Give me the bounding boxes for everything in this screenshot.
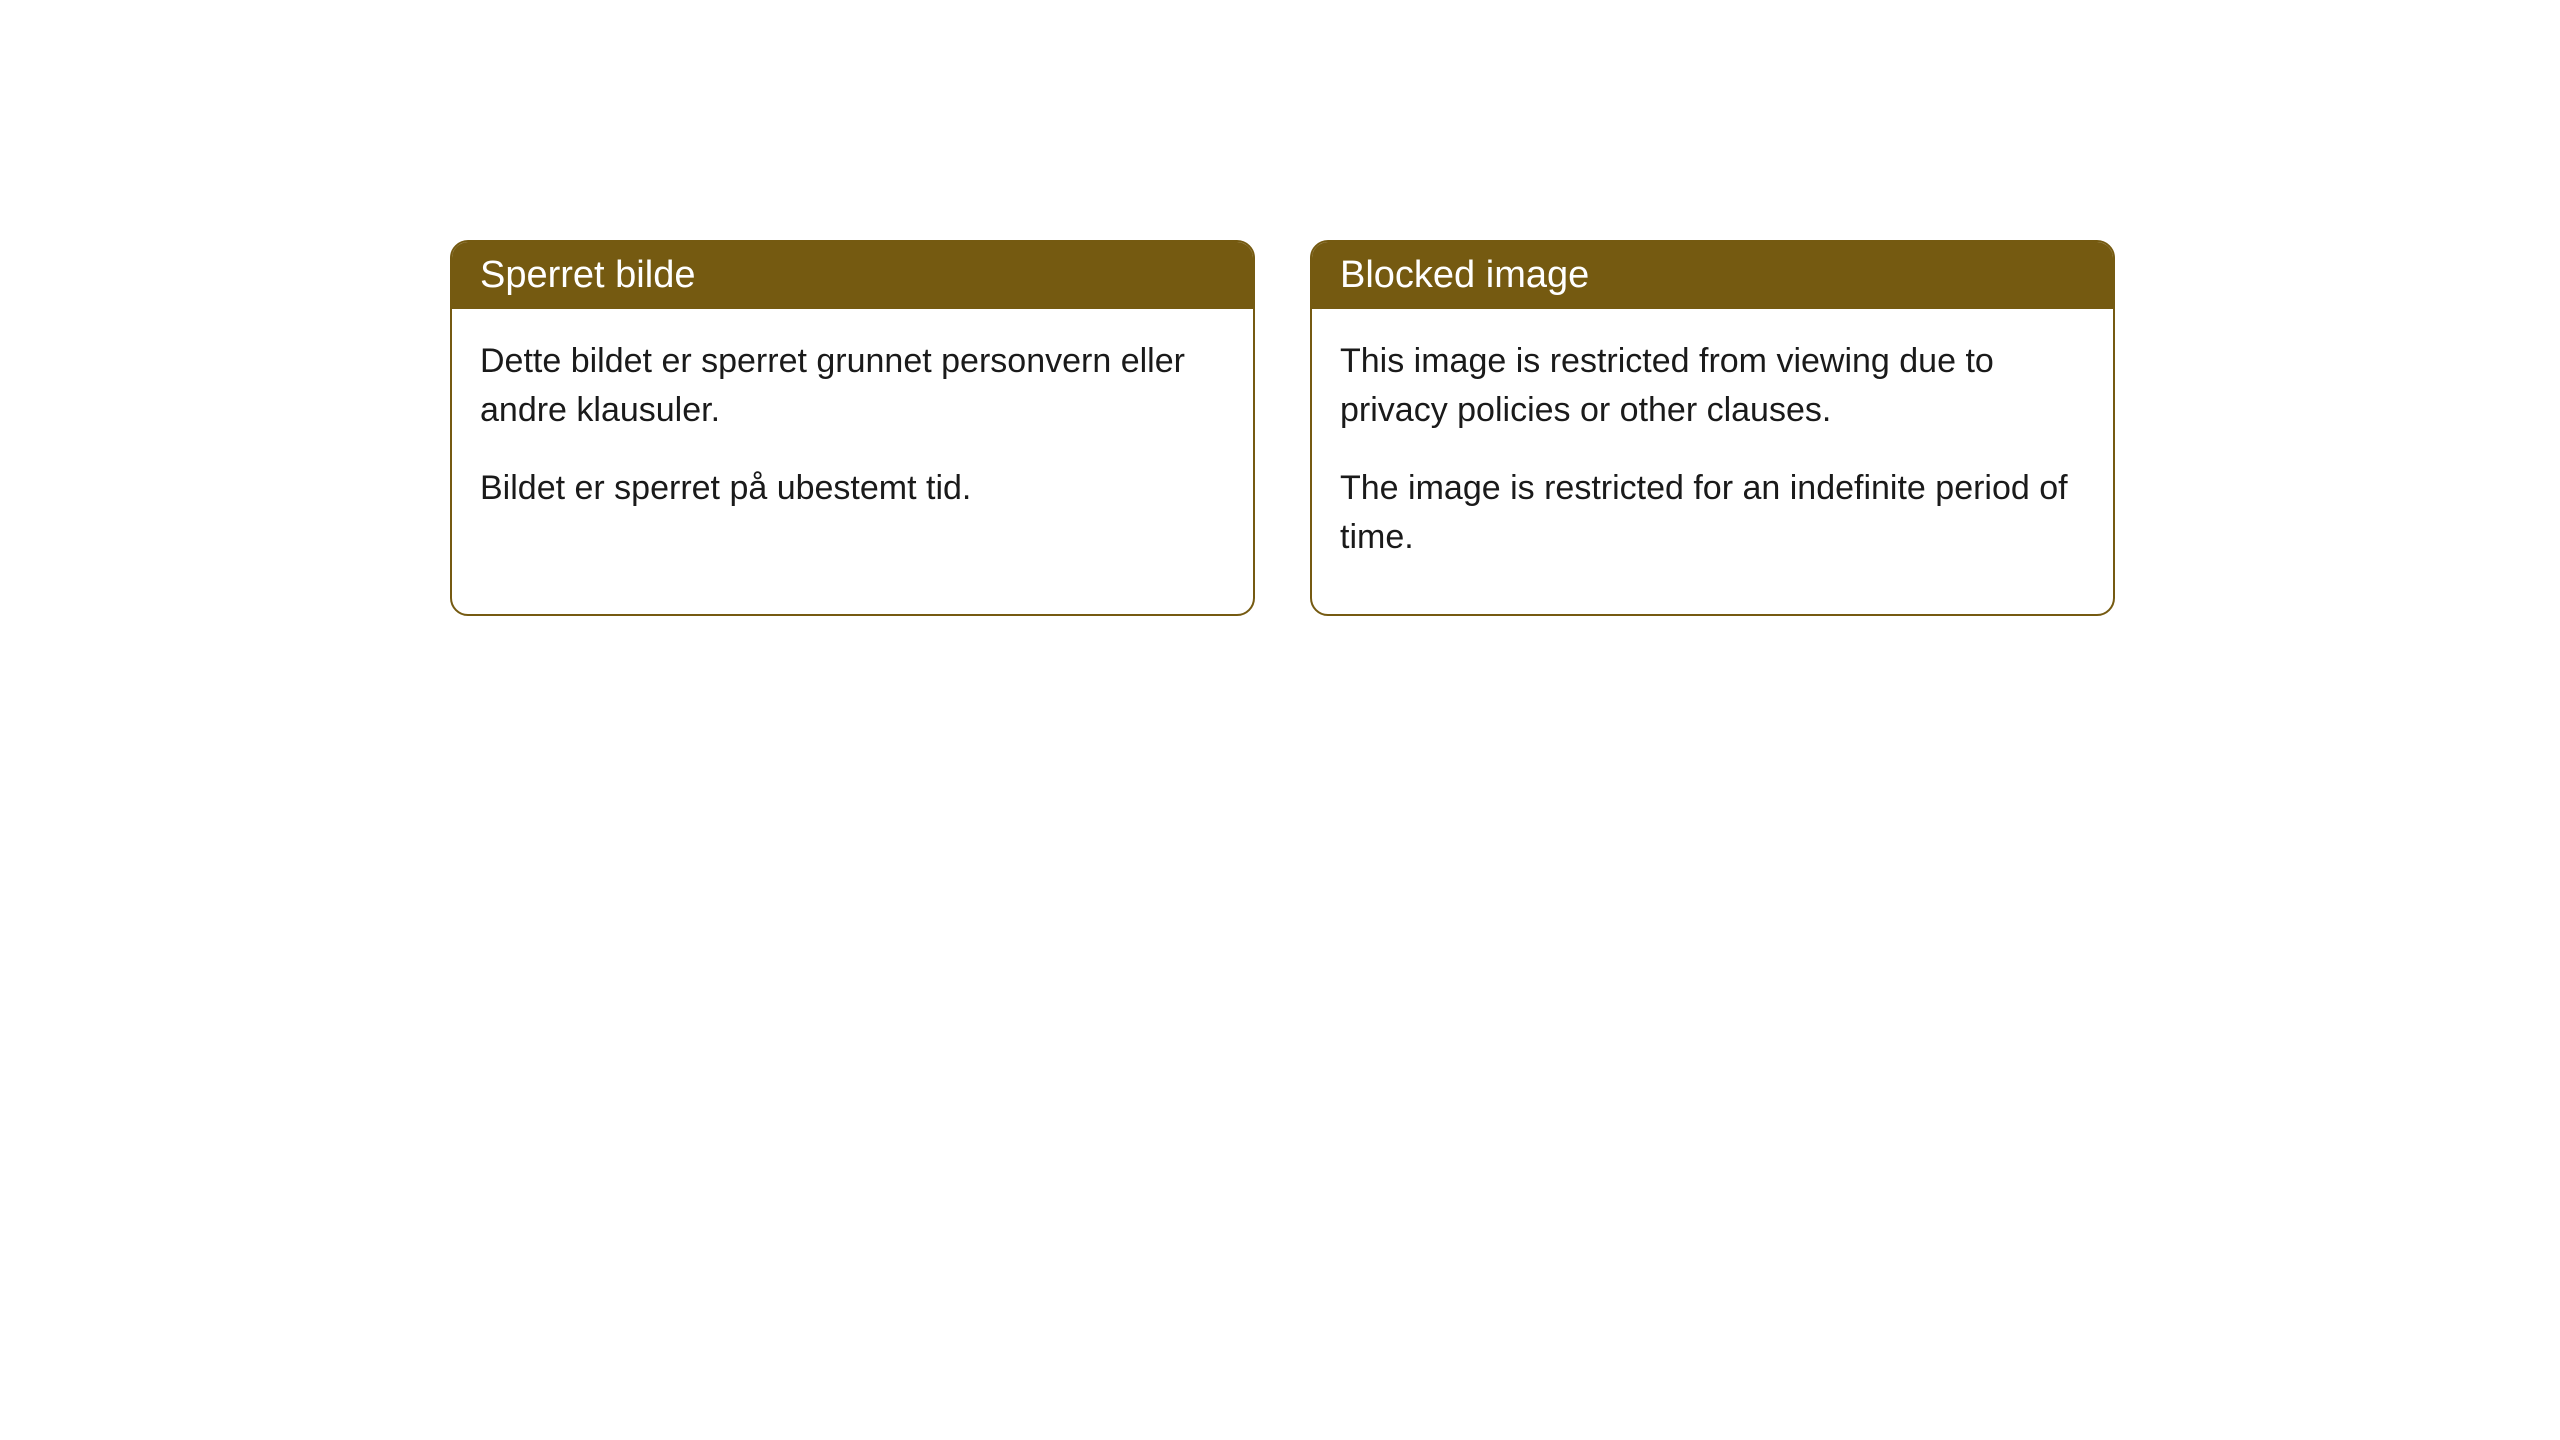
card-paragraph: The image is restricted for an indefinit…: [1340, 464, 2085, 563]
notice-card-english: Blocked image This image is restricted f…: [1310, 240, 2115, 616]
card-paragraph: Dette bildet er sperret grunnet personve…: [480, 337, 1225, 436]
card-header: Sperret bilde: [452, 242, 1253, 309]
card-paragraph: This image is restricted from viewing du…: [1340, 337, 2085, 436]
notice-card-norwegian: Sperret bilde Dette bildet er sperret gr…: [450, 240, 1255, 616]
card-paragraph: Bildet er sperret på ubestemt tid.: [480, 464, 1225, 513]
card-body: Dette bildet er sperret grunnet personve…: [452, 309, 1253, 565]
card-body: This image is restricted from viewing du…: [1312, 309, 2113, 614]
notice-cards-container: Sperret bilde Dette bildet er sperret gr…: [450, 240, 2115, 616]
card-header: Blocked image: [1312, 242, 2113, 309]
